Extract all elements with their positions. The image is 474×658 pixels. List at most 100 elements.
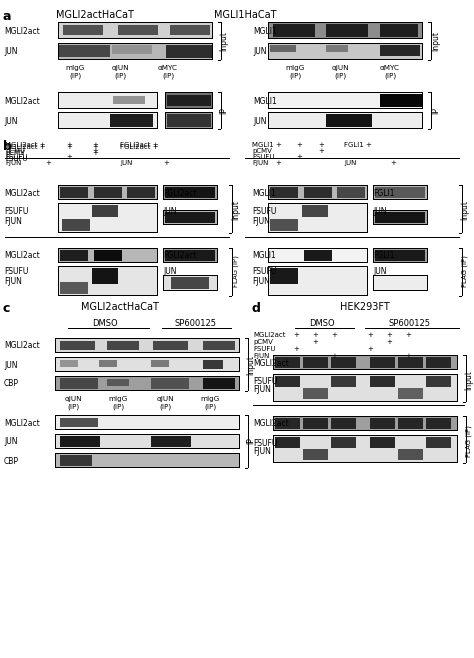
Text: FJUN: FJUN [5, 160, 21, 166]
Text: Input: Input [219, 31, 228, 51]
Text: MGLI2actHaCaT: MGLI2actHaCaT [56, 10, 134, 20]
Text: FSUFU: FSUFU [253, 438, 277, 447]
Text: a: a [3, 10, 11, 23]
Text: FJUN: FJUN [4, 216, 22, 226]
Text: MGLI2act: MGLI2act [4, 188, 40, 197]
Text: FLAG (IP): FLAG (IP) [233, 255, 239, 287]
Text: FSUFU: FSUFU [5, 154, 27, 160]
Text: pCMV: pCMV [5, 148, 25, 154]
Text: Input: Input [465, 370, 474, 390]
Text: +: + [312, 332, 318, 338]
Text: MGLI2act: MGLI2act [4, 97, 40, 105]
Text: +: + [367, 332, 373, 338]
Text: +: + [92, 150, 98, 156]
Text: αJUN
(IP): αJUN (IP) [156, 396, 174, 410]
Text: mIgG
(IP): mIgG (IP) [65, 65, 85, 79]
Text: Input: Input [461, 200, 470, 220]
Text: FGLI2act: FGLI2act [163, 251, 197, 261]
Text: JUN: JUN [163, 268, 176, 276]
Text: +: + [318, 148, 324, 154]
Text: +: + [45, 160, 51, 166]
Text: d: d [252, 302, 261, 315]
Text: IP: IP [246, 438, 255, 444]
Text: +: + [92, 148, 98, 154]
Text: MGLI2act: MGLI2act [253, 332, 285, 338]
Text: +: + [92, 142, 98, 148]
Text: Input: Input [231, 200, 240, 220]
Text: FGLI1 +: FGLI1 + [344, 142, 372, 148]
Text: JUN: JUN [4, 47, 18, 57]
Text: FJUN: FJUN [252, 216, 270, 226]
Text: JUN: JUN [253, 116, 266, 126]
Text: IP: IP [219, 107, 228, 114]
Text: JUN: JUN [4, 438, 18, 447]
Text: +: + [296, 142, 302, 148]
Text: FSUFU: FSUFU [253, 378, 277, 386]
Text: FJUN: FJUN [253, 447, 271, 455]
Text: JUN: JUN [4, 116, 18, 126]
Text: DMSO: DMSO [309, 320, 335, 328]
Text: MGLI2act: MGLI2act [4, 418, 40, 428]
Text: CBP: CBP [4, 380, 19, 388]
Text: FGLI1: FGLI1 [373, 251, 394, 261]
Text: MGLI1: MGLI1 [253, 26, 277, 36]
Text: MGLI1HaCaT: MGLI1HaCaT [214, 10, 276, 20]
Text: +: + [66, 144, 72, 150]
Text: SP600125: SP600125 [389, 320, 431, 328]
Text: JUN: JUN [344, 160, 356, 166]
Text: +: + [386, 332, 392, 338]
Text: DMSO: DMSO [92, 320, 118, 328]
Text: +: + [92, 144, 98, 150]
Text: FGLI1: FGLI1 [373, 188, 394, 197]
Text: FJUN: FJUN [253, 386, 271, 395]
Text: MGLI2act: MGLI2act [253, 359, 289, 368]
Text: JUN: JUN [4, 361, 18, 370]
Text: Input: Input [431, 31, 440, 51]
Text: MGLI2act: MGLI2act [4, 251, 40, 261]
Text: FSUFU: FSUFU [4, 268, 28, 276]
Text: +: + [163, 160, 169, 166]
Text: +: + [405, 332, 411, 338]
Text: +: + [296, 154, 302, 160]
Text: HEK293FT: HEK293FT [340, 302, 390, 312]
Text: FSUFU: FSUFU [252, 268, 276, 276]
Text: αJUN
(IP): αJUN (IP) [111, 65, 129, 79]
Text: +: + [386, 339, 392, 345]
Text: pCMV: pCMV [253, 339, 273, 345]
Text: FLAG (IP): FLAG (IP) [462, 255, 468, 287]
Text: FJUN: FJUN [252, 276, 270, 286]
Text: FJUN: FJUN [4, 276, 22, 286]
Text: FGLI2act +: FGLI2act + [120, 144, 159, 150]
Text: JUN: JUN [120, 160, 132, 166]
Text: mIgG
(IP): mIgG (IP) [201, 396, 219, 410]
Text: b: b [3, 140, 12, 153]
Text: IP: IP [431, 107, 440, 114]
Text: αJUN
(IP): αJUN (IP) [64, 396, 82, 410]
Text: MGLI1: MGLI1 [252, 251, 276, 261]
Text: +: + [66, 142, 72, 148]
Text: MGLI2act: MGLI2act [253, 420, 289, 428]
Text: FSUFU: FSUFU [253, 346, 275, 352]
Text: FLAG (IP): FLAG (IP) [466, 425, 472, 457]
Text: MGLI2act +: MGLI2act + [5, 144, 46, 150]
Text: SP600125: SP600125 [175, 320, 217, 328]
Text: JUN: JUN [373, 268, 386, 276]
Text: pCMV: pCMV [5, 150, 25, 156]
Text: MGLI2act: MGLI2act [4, 342, 40, 351]
Text: mIgG
(IP): mIgG (IP) [285, 65, 305, 79]
Text: JUN: JUN [373, 207, 386, 216]
Text: +: + [367, 346, 373, 352]
Text: FSUFU: FSUFU [252, 154, 274, 160]
Text: MGLI2act +: MGLI2act + [5, 142, 46, 148]
Text: MGLI1 +: MGLI1 + [252, 142, 282, 148]
Text: Input: Input [246, 355, 255, 375]
Text: +: + [312, 339, 318, 345]
Text: MGLI2actHaCaT: MGLI2actHaCaT [81, 302, 159, 312]
Text: αMYC
(IP): αMYC (IP) [158, 65, 178, 79]
Text: MGLI1: MGLI1 [253, 97, 277, 105]
Text: pCMV: pCMV [252, 148, 272, 154]
Text: FJUN: FJUN [253, 353, 269, 359]
Text: +: + [66, 154, 72, 160]
Text: MGLI1: MGLI1 [252, 188, 276, 197]
Text: FGLI2act: FGLI2act [163, 188, 197, 197]
